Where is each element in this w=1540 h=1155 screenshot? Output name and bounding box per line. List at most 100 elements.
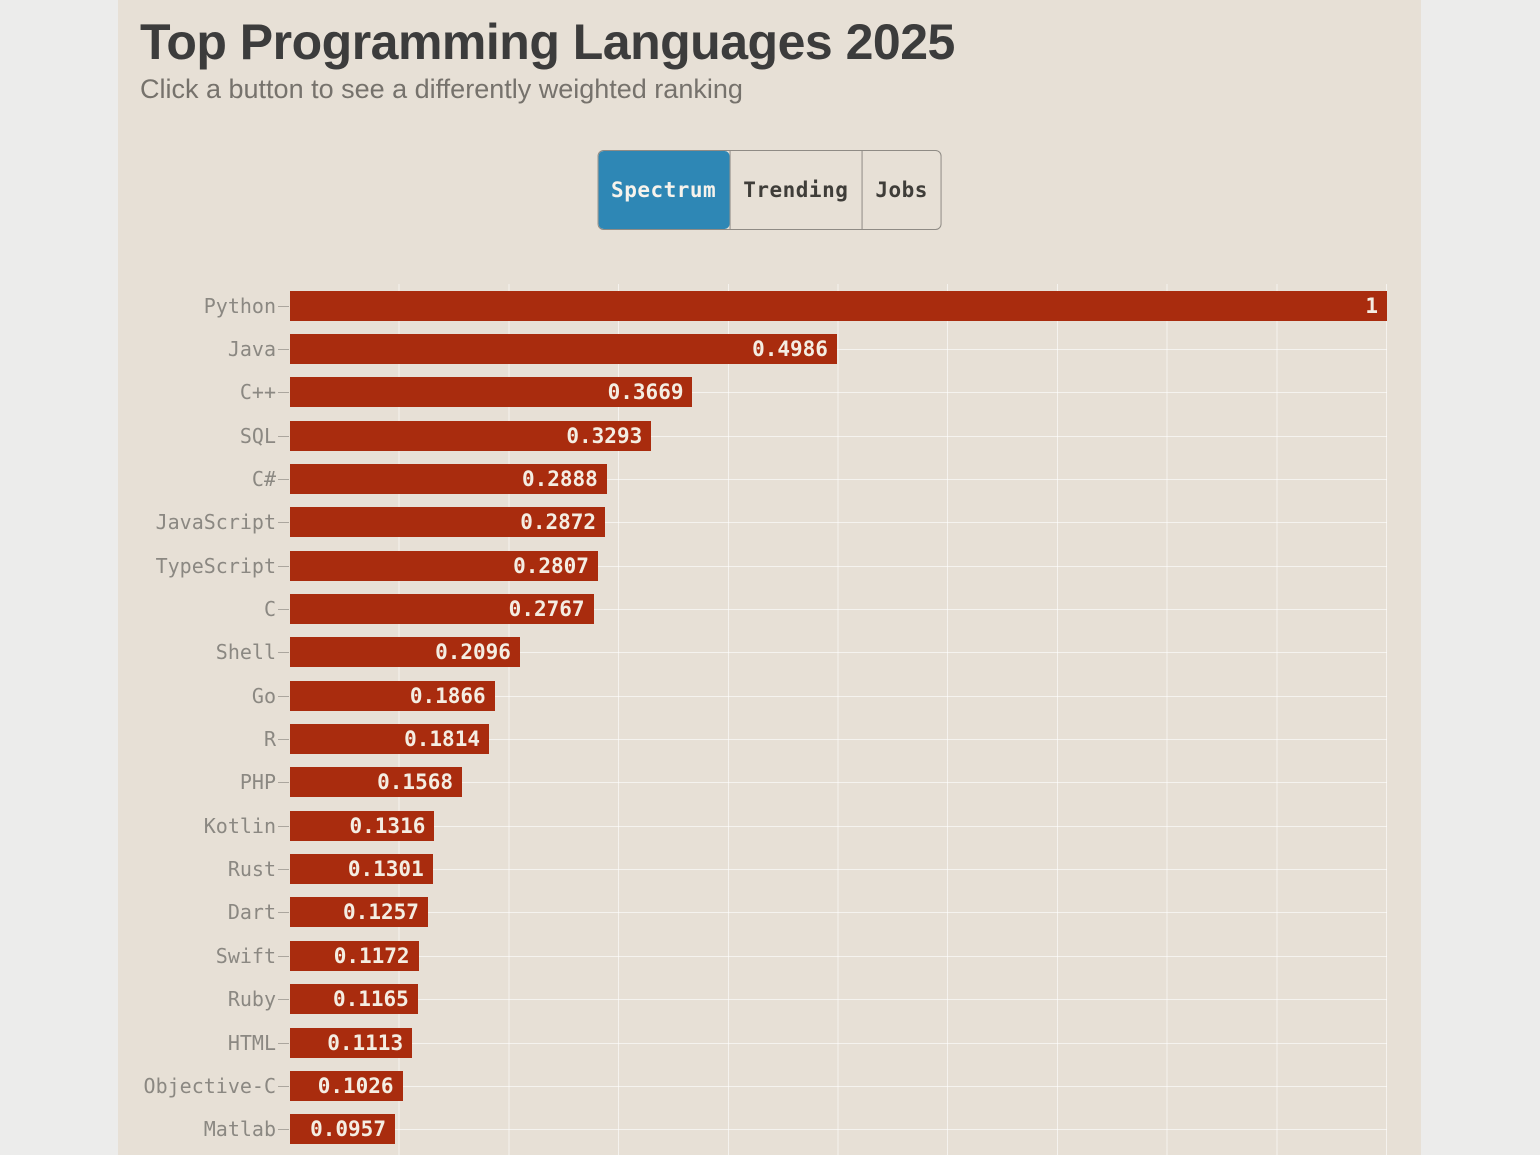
bar: 0.1165 <box>290 984 418 1015</box>
value-label: 0.4986 <box>752 337 828 362</box>
page-title: Top Programming Languages 2025 <box>140 14 955 70</box>
category-label: TypeScript <box>118 554 290 578</box>
bar: 0.2767 <box>290 594 594 625</box>
bar-region: 0.2872 <box>290 501 1387 544</box>
page-subtitle: Click a button to see a differently weig… <box>140 74 743 104</box>
bar: 0.1301 <box>290 854 433 885</box>
bar-region: 0.1866 <box>290 674 1387 717</box>
bar-row: Python 1 <box>118 284 1421 327</box>
bar-region: 0.0957 <box>290 1108 1387 1151</box>
category-label: R <box>118 727 290 751</box>
bar-region: 0.1165 <box>290 978 1387 1021</box>
bar-region: 0.2888 <box>290 457 1387 500</box>
axis-tick <box>278 869 289 871</box>
category-label: SQL <box>118 424 290 448</box>
bar: 1 <box>290 290 1387 321</box>
bar: 0.1257 <box>290 897 428 928</box>
bar-region: 0.1172 <box>290 934 1387 977</box>
category-label: Java <box>118 337 290 361</box>
bar-row: Ruby 0.1165 <box>118 978 1421 1021</box>
category-label: C++ <box>118 380 290 404</box>
bar: 0.3293 <box>290 420 652 451</box>
value-label: 1 <box>1365 293 1378 318</box>
axis-tick <box>278 305 289 307</box>
axis-tick <box>278 522 289 524</box>
bar-region: 0.1814 <box>290 717 1387 760</box>
bar: 0.0957 <box>290 1114 395 1145</box>
axis-tick <box>278 652 289 654</box>
bar-row: Dart 0.1257 <box>118 891 1421 934</box>
value-label: 0.2888 <box>521 467 598 492</box>
value-label: 0.2096 <box>435 640 511 665</box>
value-label: 0.1113 <box>327 1030 404 1055</box>
bar-region: 0.1301 <box>290 847 1387 890</box>
value-label: 0.1301 <box>347 857 424 882</box>
bar-row: Go 0.1866 <box>118 674 1421 717</box>
axis-tick <box>278 479 289 481</box>
bar-row: Matlab 0.0957 <box>118 1108 1421 1151</box>
bar-row: Swift 0.1172 <box>118 934 1421 977</box>
bar-row: C 0.2767 <box>118 587 1421 630</box>
tab-trending[interactable]: Trending <box>729 151 861 229</box>
bar: 0.2888 <box>290 464 607 495</box>
value-label: 0.1257 <box>343 900 419 925</box>
bar-region: 0.3293 <box>290 414 1387 457</box>
weighting-tab-group: Spectrum Trending Jobs <box>597 150 942 230</box>
bar-region: 0.1257 <box>290 891 1387 934</box>
bar: 0.2096 <box>290 637 520 668</box>
category-label: PHP <box>118 770 290 794</box>
value-label: 0.1568 <box>377 770 453 795</box>
bar-chart: Python 1 Java 0.4986 C++ 0.3669 SQL 0.3293 C# 0.2… <box>118 284 1421 1155</box>
axis-tick <box>278 739 289 741</box>
value-label: 0.2872 <box>520 510 597 535</box>
category-label: Shell <box>118 640 290 664</box>
axis-tick <box>278 825 289 827</box>
category-label: Objective-C <box>118 1074 290 1098</box>
bar-row: PHP 0.1568 <box>118 761 1421 804</box>
value-label: 0.1316 <box>349 813 426 838</box>
axis-tick <box>278 1129 289 1131</box>
category-label: C# <box>118 467 290 491</box>
category-label: HTML <box>118 1031 290 1055</box>
bar-row: TypeScript 0.2807 <box>118 544 1421 587</box>
bar: 0.1814 <box>290 724 489 755</box>
bar-region: 1 <box>290 284 1387 327</box>
tab-spectrum[interactable]: Spectrum <box>598 151 730 229</box>
value-label: 0.3293 <box>566 423 643 448</box>
bar: 0.1316 <box>290 810 435 841</box>
bar-row: Shell 0.2096 <box>118 631 1421 674</box>
value-label: 0.2767 <box>508 597 585 622</box>
bar-row: Kotlin 0.1316 <box>118 804 1421 847</box>
bar-region: 0.1113 <box>290 1021 1387 1064</box>
value-label: 0.2807 <box>513 553 589 578</box>
category-label: Kotlin <box>118 814 290 838</box>
tab-jobs[interactable]: Jobs <box>861 151 941 229</box>
chart-rows: Python 1 Java 0.4986 C++ 0.3669 SQL 0.3293 C# 0.2… <box>118 284 1421 1151</box>
bar-row: C# 0.2888 <box>118 457 1421 500</box>
bar: 0.3669 <box>290 377 693 408</box>
bar-region: 0.1316 <box>290 804 1387 847</box>
bar-region: 0.2096 <box>290 631 1387 674</box>
axis-tick <box>278 912 289 914</box>
axis-tick <box>278 695 289 697</box>
axis-tick <box>278 955 289 957</box>
bar-region: 0.1026 <box>290 1064 1387 1107</box>
bar: 0.1568 <box>290 767 462 798</box>
category-label: Go <box>118 684 290 708</box>
bar-region: 0.2767 <box>290 587 1387 630</box>
bar: 0.1172 <box>290 940 419 971</box>
bar-region: 0.2807 <box>290 544 1387 587</box>
bar: 0.1866 <box>290 680 495 711</box>
axis-tick <box>278 392 289 394</box>
bar: 0.2807 <box>290 550 598 581</box>
bar-row: R 0.1814 <box>118 717 1421 760</box>
bar-region: 0.4986 <box>290 327 1387 370</box>
bar-row: Rust 0.1301 <box>118 847 1421 890</box>
category-label: Matlab <box>118 1117 290 1141</box>
axis-tick <box>278 609 289 611</box>
category-label: Dart <box>118 900 290 924</box>
axis-tick <box>278 782 289 784</box>
category-label: Ruby <box>118 987 290 1011</box>
value-label: 0.1026 <box>317 1073 394 1098</box>
axis-tick <box>278 349 289 351</box>
